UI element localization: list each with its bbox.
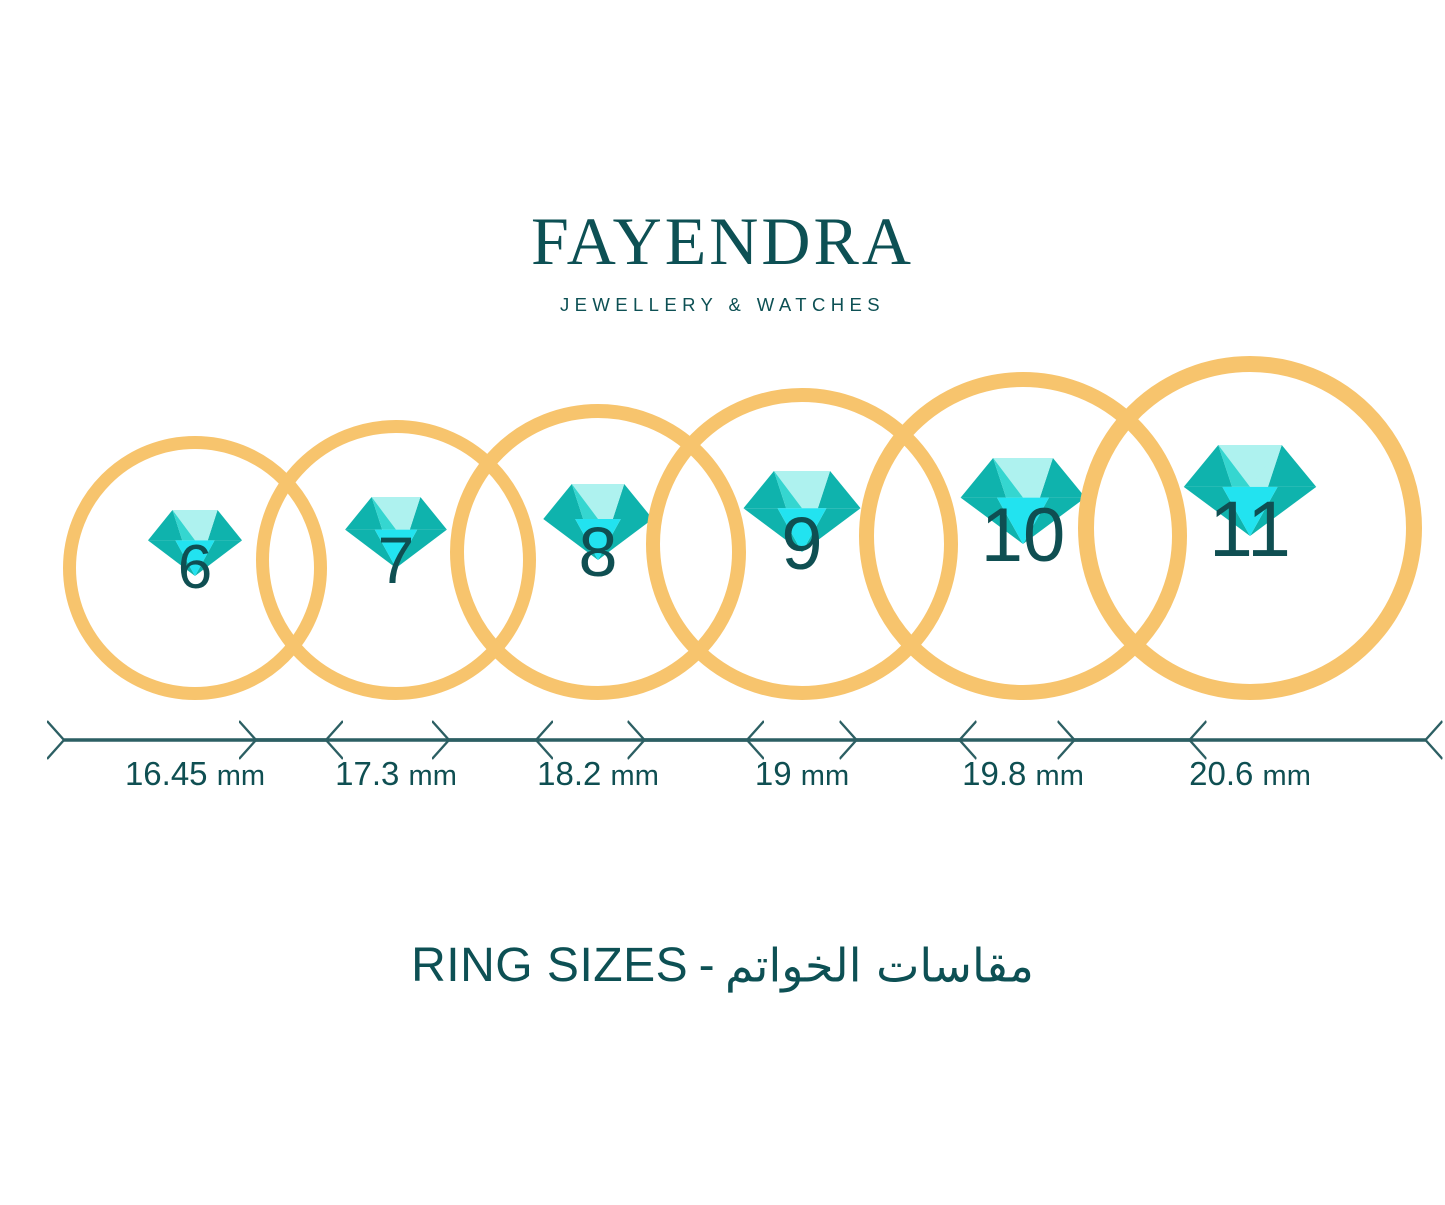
diameter-value: 19.8 bbox=[962, 755, 1027, 792]
chart-title-separator: - bbox=[698, 939, 715, 992]
diameter-value: 16.45 bbox=[124, 755, 208, 792]
diameter-label: 17.3 mm bbox=[335, 757, 457, 791]
ring-size-number: 8 bbox=[578, 513, 618, 591]
ring-band: 11 bbox=[1078, 356, 1422, 700]
diameter-value: 17.3 bbox=[335, 755, 400, 792]
ring-size-number: 6 bbox=[177, 533, 213, 602]
brand-tagline: JEWELLERY & WATCHES bbox=[560, 294, 885, 315]
diameter-unit: mm bbox=[408, 760, 457, 792]
diameter-unit: mm bbox=[800, 760, 850, 792]
diameter-unit: mm bbox=[216, 760, 266, 792]
ring-size-number: 10 bbox=[980, 493, 1066, 578]
chart-title-english: RING SIZES bbox=[411, 939, 689, 992]
brand-name: FAYENDRA bbox=[531, 203, 914, 279]
ring-size-number: 9 bbox=[781, 502, 823, 585]
chart-title: RING SIZES - مقاسات الخواتم bbox=[0, 938, 1445, 993]
diameter-label: 18.2 mm bbox=[537, 757, 659, 791]
chart-title-arabic: مقاسات الخواتم bbox=[725, 938, 1034, 993]
ring-size-11[interactable]: 11 20.6 mm bbox=[1057, 356, 1443, 820]
diameter-label: 16.45 mm bbox=[125, 757, 265, 791]
diameter-value: 19 bbox=[754, 755, 792, 792]
diameter-unit: mm bbox=[1035, 760, 1084, 792]
ring-size-chart: 6 16.45 mm 7 17.3 mm 8 18.2 mm 9 19 mm 10 19.8 mm… bbox=[0, 356, 1445, 820]
brand-logo: FAYENDRA JEWELLERY & WATCHES bbox=[0, 207, 1445, 316]
diameter-label: 19 mm bbox=[755, 757, 849, 791]
diameter-unit: mm bbox=[610, 760, 659, 792]
ring-size-number: 11 bbox=[1208, 483, 1291, 573]
diameter-label: 20.6 mm bbox=[1189, 757, 1311, 791]
diameter-value: 18.2 bbox=[537, 755, 602, 792]
diameter-value: 20.6 bbox=[1189, 755, 1254, 792]
ring-size-number: 7 bbox=[377, 523, 415, 597]
diameter-dimension-line bbox=[1057, 718, 1443, 762]
diameter-unit: mm bbox=[1262, 760, 1311, 792]
diameter-label: 19.8 mm bbox=[962, 757, 1084, 791]
